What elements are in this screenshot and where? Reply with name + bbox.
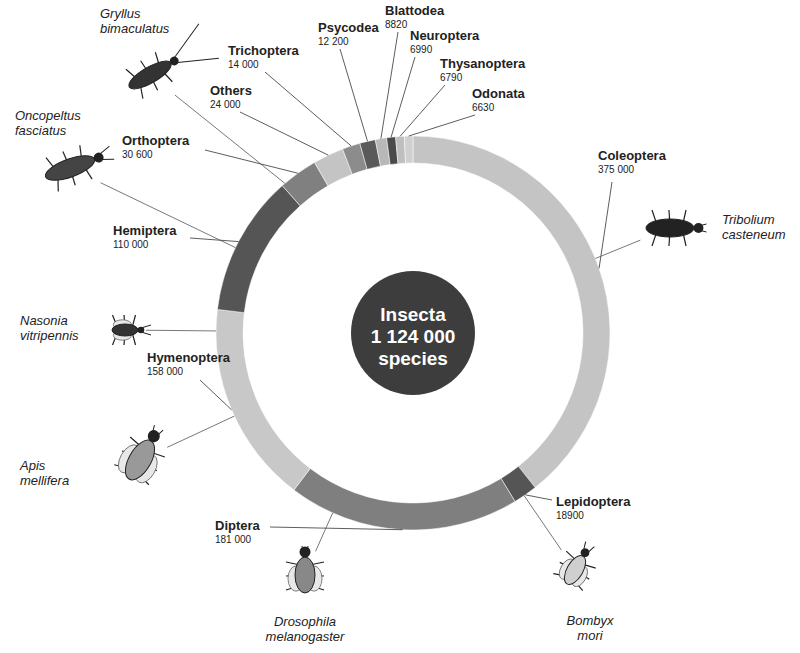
svg-text:110 000: 110 000: [113, 239, 149, 250]
svg-text:Gryllus: Gryllus: [100, 6, 141, 21]
svg-text:Thysanoptera: Thysanoptera: [440, 56, 526, 71]
svg-text:Nasonia: Nasonia: [20, 313, 68, 328]
svg-text:melanogaster: melanogaster: [266, 629, 345, 644]
svg-text:Odonata: Odonata: [472, 86, 525, 101]
svg-text:24 000: 24 000: [210, 99, 241, 110]
svg-text:Blattodea: Blattodea: [385, 3, 445, 18]
svg-text:Oncopeltus: Oncopeltus: [15, 108, 81, 123]
svg-text:Tribolium: Tribolium: [722, 212, 775, 227]
svg-text:vitripennis: vitripennis: [20, 328, 79, 343]
svg-text:18900: 18900: [556, 510, 584, 521]
svg-text:Insecta: Insecta: [380, 304, 446, 325]
svg-text:mori: mori: [577, 628, 603, 643]
svg-text:Orthoptera: Orthoptera: [122, 133, 190, 148]
svg-text:6990: 6990: [410, 44, 433, 55]
svg-text:Coleoptera: Coleoptera: [598, 148, 667, 163]
svg-text:species: species: [378, 348, 448, 369]
svg-text:casteneum: casteneum: [722, 227, 786, 242]
svg-text:Trichoptera: Trichoptera: [228, 43, 300, 58]
svg-text:14 000: 14 000: [228, 59, 259, 70]
svg-text:181 000: 181 000: [215, 534, 252, 545]
svg-text:Others: Others: [210, 83, 252, 98]
svg-text:6790: 6790: [440, 72, 463, 83]
svg-text:Hymenoptera: Hymenoptera: [147, 350, 231, 365]
svg-text:Apis: Apis: [19, 458, 46, 473]
svg-text:158 000: 158 000: [147, 366, 184, 377]
svg-text:mellifera: mellifera: [20, 473, 69, 488]
svg-text:Diptera: Diptera: [215, 518, 261, 533]
svg-text:fasciatus: fasciatus: [15, 123, 67, 138]
svg-text:Neuroptera: Neuroptera: [410, 28, 480, 43]
svg-text:Drosophila: Drosophila: [274, 614, 336, 629]
svg-text:Lepidoptera: Lepidoptera: [556, 494, 631, 509]
svg-text:Bombyx: Bombyx: [567, 613, 614, 628]
svg-text:bimaculatus: bimaculatus: [100, 21, 170, 36]
svg-text:375 000: 375 000: [598, 164, 635, 175]
svg-text:1 124 000: 1 124 000: [371, 326, 456, 347]
svg-text:30 600: 30 600: [122, 149, 153, 160]
svg-text:Psycodea: Psycodea: [318, 20, 379, 35]
svg-text:6630: 6630: [472, 102, 495, 113]
svg-text:8820: 8820: [385, 19, 408, 30]
svg-text:12 200: 12 200: [318, 36, 349, 47]
svg-text:Hemiptera: Hemiptera: [113, 223, 177, 238]
